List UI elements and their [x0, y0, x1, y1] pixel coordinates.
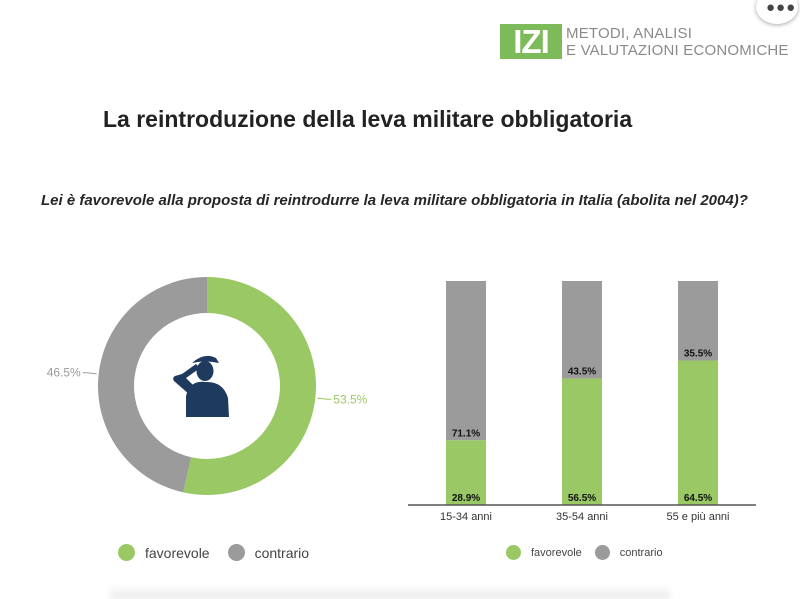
soldier-cap-shape	[192, 355, 219, 363]
donut-value-label-favorevole: 53.5%	[333, 392, 367, 406]
stacked-bar-chart: 71.1% 28.9% 15-34 anni 43.5% 56.5% 35-54 anni…	[408, 281, 756, 523]
donut-chart: 53.5% 46.5%	[47, 277, 368, 495]
donut-leader-favorevole	[317, 397, 332, 400]
bar-label-favorevole-2: 56.5%	[568, 493, 596, 504]
legend-contrario-swatch	[227, 544, 245, 561]
legend-favorevole-swatch	[118, 544, 135, 561]
bar-favorevole-3	[678, 360, 718, 505]
legend-favorevole-label: favorevole	[145, 544, 210, 561]
bar-legend-favorevole-label: favorevole	[531, 546, 582, 559]
logo-line-1: METODI, ANALISI	[566, 24, 693, 42]
soldier-torso-shape	[186, 381, 229, 417]
bar-label-contrario-2: 43.5%	[568, 366, 596, 377]
x-tick-label-2: 35-54 anni	[556, 511, 608, 523]
donut-legend: favorevole contrario	[118, 544, 309, 561]
logo-text: METODI, ANALISI E VALUTAZIONI ECONOMICHE	[566, 25, 789, 59]
bottom-shadow	[110, 585, 670, 599]
soldier-saluting-arm-shape	[173, 364, 200, 395]
donut-leader-contrario	[82, 372, 97, 375]
saluting-soldier-icon	[173, 355, 229, 417]
svg-text:IZI: IZI	[513, 24, 549, 59]
bar-contrario-1	[446, 281, 486, 441]
bar-favorevole-2	[562, 378, 602, 505]
bar-label-favorevole-3: 64.5%	[684, 493, 712, 504]
bar-label-favorevole-1: 28.9%	[452, 493, 480, 504]
legend-contrario-label: contrario	[254, 544, 310, 561]
survey-question: Lei è favorevole alla proposta di reintr…	[41, 192, 748, 209]
izi-logo-mark: IZI	[500, 24, 562, 59]
bar-legend-contrario-swatch	[594, 545, 610, 560]
bar-label-contrario-1: 71.1%	[452, 428, 480, 439]
logo-line-2: E VALUTAZIONI ECONOMICHE	[566, 41, 789, 59]
more-dots-icon: ●●●	[766, 0, 797, 16]
bar-contrario-2	[562, 281, 602, 379]
bar-legend-favorevole-swatch	[506, 545, 521, 560]
page-title: La reintroduzione della leva militare ob…	[103, 106, 633, 132]
x-tick-label-3: 55 e più anni	[667, 511, 730, 523]
izi-logo: IZI METODI, ANALISI E VALUTAZIONI ECONOM…	[500, 24, 789, 59]
bar-legend-contrario-label: contrario	[619, 546, 663, 559]
donut-value-label-contrario: 46.5%	[47, 366, 81, 380]
bar-favorevole-1	[446, 440, 486, 505]
x-tick-label-1: 15-34 anni	[440, 511, 492, 523]
soldier-head-shape	[196, 361, 214, 381]
donut-slice-contrario	[98, 277, 207, 493]
bar-label-contrario-3: 35.5%	[684, 349, 712, 360]
bar-legend: favorevole contrario	[506, 545, 663, 560]
bar-contrario-3	[678, 281, 718, 361]
donut-slice-favorevole	[183, 277, 317, 495]
more-options-button[interactable]: ●●●	[756, 0, 798, 24]
